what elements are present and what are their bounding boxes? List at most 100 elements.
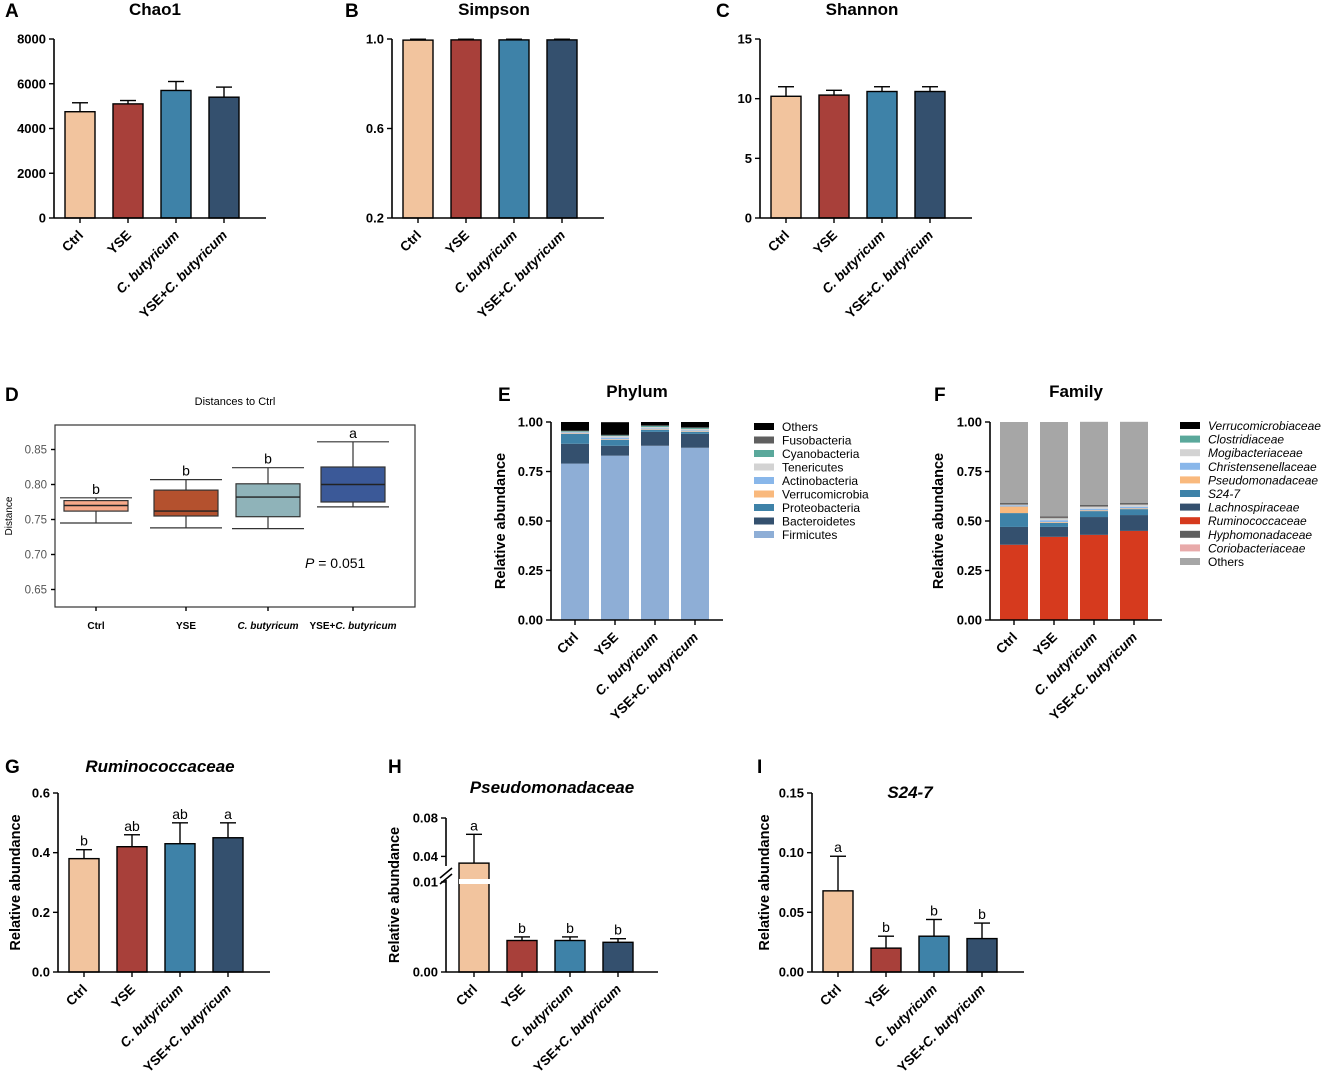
segment-fusobacteria (601, 434, 629, 436)
bar-yse (506, 939, 538, 973)
chart-title: Chao1 (129, 0, 181, 19)
chart-title: Ruminococcaceae (85, 757, 234, 776)
segment-firmicutes (641, 445, 669, 620)
segment-tenericutes (641, 426, 669, 429)
segment-firmicutes (681, 447, 709, 620)
legend-swatch-tenericutes (754, 463, 774, 471)
segment-ruminococcaceae (1040, 536, 1068, 620)
category-label-ctrl: Ctrl (397, 228, 424, 255)
legend-label-cyanobacteria: Cyanobacteria (782, 447, 860, 461)
y-tick-label: 1.00 (518, 415, 543, 430)
segment-lachnospiraceae (1000, 526, 1028, 545)
bar-yse (818, 94, 850, 219)
segment-fusobacteria (641, 425, 669, 426)
segment-christensenellaceae (1040, 520, 1068, 523)
category-label-yse: YSE (176, 621, 196, 632)
legend-swatch-lachnospiraceae (1180, 503, 1200, 511)
significance-letter: b (80, 833, 88, 849)
y-tick-label: 10 (738, 91, 752, 106)
legend-swatch-others (754, 423, 774, 430)
segment-cyanobacteria (561, 430, 589, 432)
bar-yse (116, 846, 148, 973)
y-tick-label: 6000 (17, 76, 46, 91)
legend-label-firmicutes: Firmicutes (782, 528, 837, 542)
y-tick-label: 0.15 (779, 786, 804, 801)
bar-yse-c-butyricum (914, 90, 946, 219)
bar-c-butyricum (918, 935, 950, 973)
significance-letter: ab (124, 818, 140, 834)
axis-break-mark (439, 867, 453, 879)
segment-bacteroidetes (681, 433, 709, 448)
y-tick-label: 0.0 (32, 965, 50, 980)
category-label-yse: YSE (104, 228, 134, 258)
segment-actinobacteria (601, 437, 629, 440)
category-label-yse: YSE (108, 982, 138, 1012)
legend-swatch-others (1180, 558, 1200, 565)
y-tick-label: 8000 (17, 32, 46, 47)
legend-swatch-hyphomonadaceae (1180, 530, 1200, 538)
segment-others (601, 422, 629, 435)
segment-others (641, 422, 669, 426)
segment-verrucomicrobiaceae (1120, 503, 1148, 504)
y-tick-label: 0.50 (518, 514, 543, 529)
segment-others (561, 422, 589, 431)
legend-swatch-proteobacteria (754, 504, 774, 511)
category-label-yse-c-butyricum: YSE+C. butyricum (140, 982, 234, 1076)
segment-mogibacteriaceae (1040, 518, 1068, 521)
bar-ctrl (822, 890, 854, 973)
y-tick-label: 0.00 (518, 613, 543, 628)
segment-mogibacteriaceae (1000, 504, 1028, 506)
legend-label-hyphomonadaceae: Hyphomonadaceae (1208, 528, 1312, 542)
bar-c-butyricum (160, 89, 192, 219)
legend-label-pseudomonadaceae: Pseudomonadaceae (1208, 473, 1318, 487)
segment-hyphomonadaceae (1120, 503, 1148, 505)
legend-label-ruminococcaceae: Ruminococcaceae (1208, 514, 1307, 528)
panel-letter: E (498, 385, 511, 406)
significance-letter: b (614, 922, 622, 938)
legend-label-others: Others (1208, 555, 1244, 569)
y-tick-label: 0.80 (25, 480, 47, 492)
category-label-yse: YSE (591, 630, 621, 660)
segment-coriobacteriaceae (1000, 504, 1028, 505)
y-tick-label: 0.65 (25, 585, 47, 597)
segment-proteobacteria (681, 431, 709, 434)
panel-letter: A (5, 1, 19, 22)
chart-title: Simpson (458, 0, 530, 19)
y-tick-label: 0.75 (957, 464, 982, 479)
significance-letter: b (566, 920, 574, 936)
y-tick-label: 0.08 (413, 811, 438, 826)
bar-yse-c-butyricum (208, 96, 240, 219)
segment-lachnospiraceae (1120, 515, 1148, 531)
significance-letter: b (930, 902, 938, 918)
category-label-yse-c-butyricum: YSE+C. butyricum (136, 228, 230, 322)
category-label-ctrl: Ctrl (59, 228, 86, 255)
significance-letter: b (264, 451, 272, 467)
segment-tenericutes (561, 431, 589, 433)
segment-pseudomonadaceae (1080, 510, 1108, 512)
chart-title: Distances to Ctrl (195, 396, 276, 408)
significance-letter: a (224, 806, 232, 822)
y-tick-label: 0.6 (32, 786, 50, 801)
category-label-yse: YSE (810, 228, 840, 258)
segment-others (1120, 421, 1148, 504)
y-tick-label: 4000 (17, 121, 46, 136)
segment-verrucomicrobiaceae (1080, 505, 1108, 506)
legend-label-christensenellaceae: Christensenellaceae (1208, 460, 1317, 474)
segment-pseudomonadaceae (1040, 522, 1068, 523)
segment-verrucomicrobia (681, 431, 709, 432)
segment-firmicutes (601, 455, 629, 620)
panel-letter: H (388, 757, 402, 778)
category-label-ctrl: Ctrl (63, 982, 90, 1009)
y-tick-label: 0.00 (779, 965, 804, 980)
segment-bacteroidetes (561, 443, 589, 464)
segment-pseudomonadaceae (1120, 508, 1148, 510)
panel-letter: F (934, 385, 946, 406)
significance-letter: a (349, 425, 357, 441)
legend-swatch-verrucomicrobia (754, 490, 774, 498)
y-tick-label: 5 (745, 151, 752, 166)
legend-label-tenericutes: Tenericutes (782, 461, 843, 475)
category-label-yse-c-butyricum: YSE+C. butyricum (474, 228, 568, 322)
legend-label-lachnospiraceae: Lachnospiraceae (1208, 501, 1300, 515)
